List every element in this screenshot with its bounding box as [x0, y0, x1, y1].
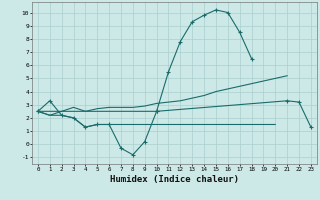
- X-axis label: Humidex (Indice chaleur): Humidex (Indice chaleur): [110, 175, 239, 184]
